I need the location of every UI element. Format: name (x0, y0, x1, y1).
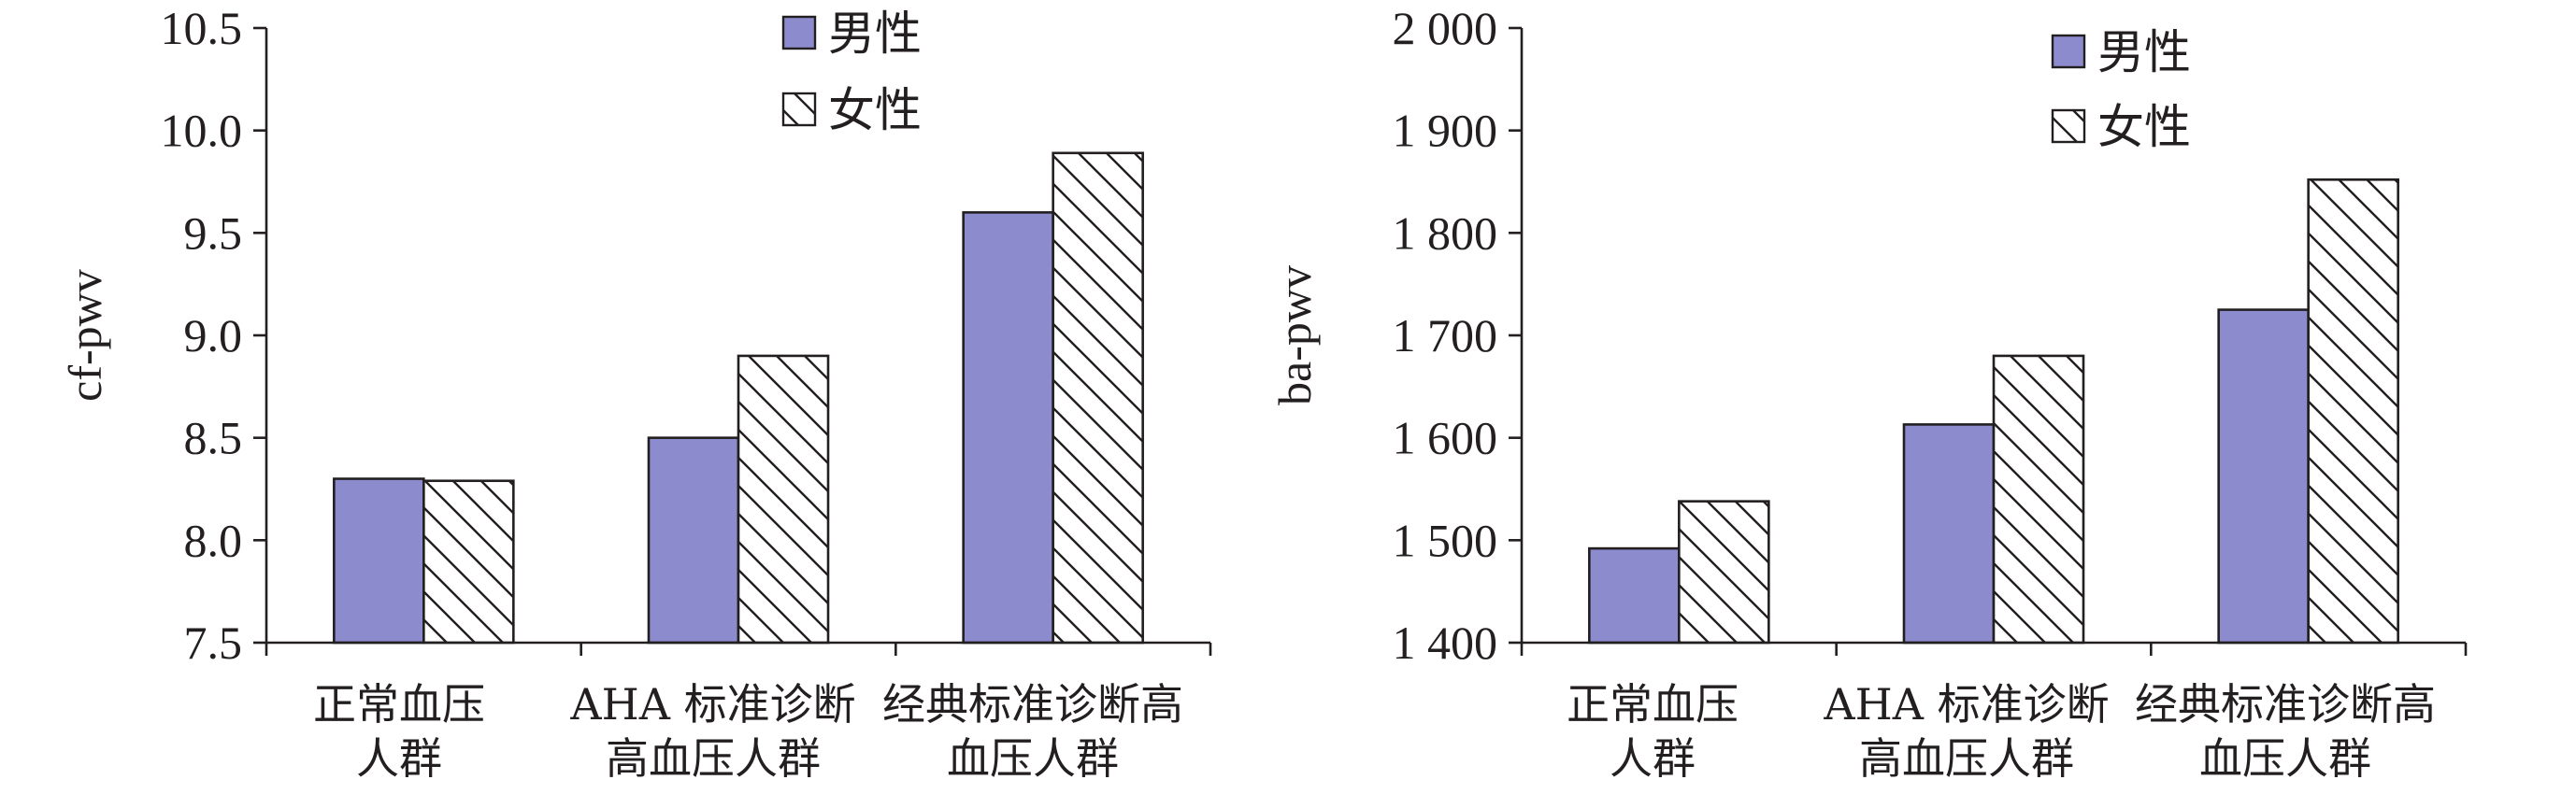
legend-swatch-female (2051, 108, 2086, 144)
y-axis-title: ba-pwv (1268, 265, 1321, 405)
x-category-label: AHA 标准诊断 (1823, 679, 2109, 730)
bar-male-1 (1588, 546, 1681, 645)
y-tick-label: 10.5 (161, 2, 243, 54)
bar-male-1 (333, 477, 425, 645)
x-category-label: 高血压人群 (606, 733, 821, 784)
y-tick-label: 7.5 (184, 617, 243, 669)
y-tick-label: 1 600 (1393, 412, 1498, 464)
y-tick-label: 8.0 (184, 514, 243, 566)
ba-pwv-chart: 1 400 1 500 1 600 1 700 1 800 1 900 2 000 正常血压人… (1268, 2, 2468, 784)
legend-swatch-female (781, 92, 817, 127)
y-tick-label: 1 700 (1393, 309, 1498, 362)
x-category-label: 经典标准诊断高 (2135, 679, 2436, 730)
x-category-label: 人群 (1610, 733, 1696, 784)
y-tick-label: 9.5 (184, 206, 243, 259)
bar-female-1 (1678, 500, 1770, 645)
legend-label-male: 男性 (828, 7, 922, 61)
legend-label-female: 女性 (828, 83, 922, 137)
y-axis-title: cf-pwv (59, 269, 111, 402)
bar-female-3 (2307, 178, 2399, 645)
bar-male-3 (2217, 308, 2310, 645)
y-tick-label: 10.0 (161, 105, 243, 157)
x-category-label: 人群 (356, 733, 442, 784)
legend-swatch-male (2051, 34, 2086, 69)
legend-label-female: 女性 (2097, 100, 2191, 154)
bar-female-2 (737, 354, 830, 645)
y-tick-label: 2 000 (1393, 2, 1498, 54)
legend-swatch-male (781, 15, 817, 50)
x-category-label: 血压人群 (2199, 733, 2371, 784)
legend-label-male: 男性 (2097, 25, 2191, 79)
x-category-label: 血压人群 (947, 733, 1119, 784)
x-category-label: 正常血压 (1567, 679, 1739, 730)
bar-male-2 (1902, 423, 1996, 645)
y-tick-label: 1 400 (1393, 617, 1498, 669)
bar-female-1 (422, 479, 515, 645)
bar-female-2 (1992, 354, 2085, 645)
x-category-label: 经典标准诊断高 (882, 679, 1183, 730)
bar-female-3 (1052, 151, 1144, 645)
y-tick-label: 8.5 (184, 412, 243, 464)
y-tick-label: 1 500 (1393, 514, 1498, 566)
x-category-label: AHA 标准诊断 (569, 679, 855, 730)
y-tick-label: 1 800 (1393, 206, 1498, 259)
y-tick-label: 9.0 (184, 309, 243, 362)
x-category-label: 正常血压 (313, 679, 485, 730)
bar-male-2 (647, 436, 740, 645)
bar-male-3 (962, 211, 1054, 645)
x-category-label: 高血压人群 (1859, 733, 2074, 784)
y-tick-label: 1 900 (1393, 105, 1498, 157)
